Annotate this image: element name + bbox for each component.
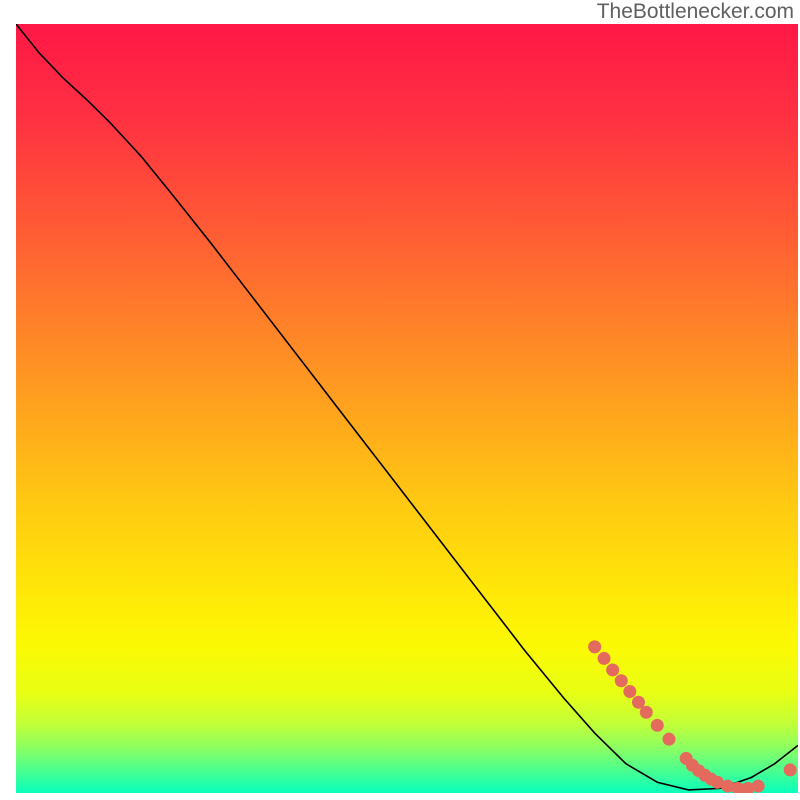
data-marker [588, 640, 601, 653]
data-marker [640, 706, 653, 719]
data-marker [784, 763, 797, 776]
chart-container: TheBottlenecker.com [0, 0, 800, 800]
data-marker [615, 674, 628, 687]
data-marker [651, 719, 664, 732]
data-marker [598, 652, 611, 665]
data-marker [752, 780, 765, 793]
bottleneck-curve-chart [0, 0, 800, 800]
gradient-background [16, 24, 798, 793]
data-marker [606, 663, 619, 676]
data-marker [623, 685, 636, 698]
data-marker [662, 733, 675, 746]
watermark-text: TheBottlenecker.com [597, 0, 794, 24]
